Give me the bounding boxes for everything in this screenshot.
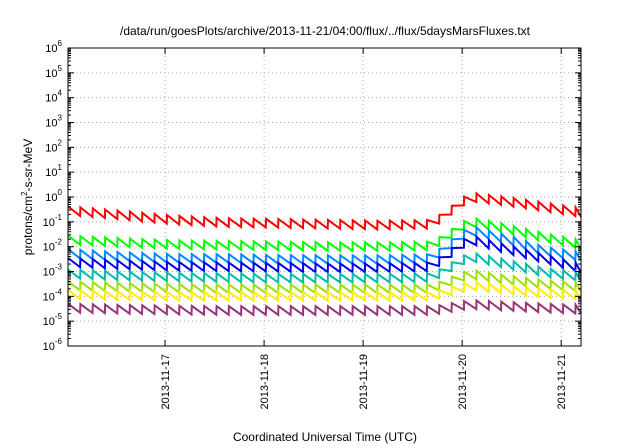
y-tick-label: 105 — [45, 64, 62, 80]
x-tick-label: 2013-11-18 — [259, 354, 271, 409]
y-axis-label-superscript: 2 — [20, 191, 29, 196]
y-tick-label: 106 — [45, 39, 62, 55]
y-tick-label: 10-2 — [43, 238, 63, 254]
y-tick-label-exponent: -5 — [55, 312, 63, 321]
series-line-2 — [67, 216, 582, 253]
x-tick-label: 2013-11-21 — [556, 354, 568, 409]
y-tick-label: 10-3 — [43, 263, 63, 279]
chart-title: /data/run/goesPlots/archive/2013-11-21/0… — [120, 24, 531, 38]
series-line-1 — [67, 191, 582, 232]
y-tick-label-exponent: 4 — [58, 89, 63, 98]
y-axis: 10-610-510-410-310-210-11001011021031041… — [43, 39, 581, 353]
y-tick-label: 10-1 — [43, 213, 63, 229]
y-tick-label-exponent: 2 — [58, 138, 63, 147]
y-tick-label-exponent: -1 — [55, 213, 63, 222]
x-tick-label: 2013-11-20 — [457, 354, 469, 409]
y-tick-label-exponent: 6 — [58, 39, 63, 48]
series-line-7 — [67, 280, 582, 303]
x-tick-label: 2013-11-17 — [160, 354, 172, 409]
y-tick-label: 101 — [45, 163, 62, 179]
y-axis-label-rest: -s-sr-MeV — [21, 139, 35, 192]
x-axis: 2013-11-17 2013-11-18 2013-11-19 2013-11-20… — [160, 48, 568, 409]
y-tick-label-base: 10 — [45, 68, 57, 80]
y-axis-label-base: protons/cm — [21, 196, 35, 255]
y-tick-label: 103 — [45, 114, 62, 130]
y-tick-label-exponent: 1 — [58, 163, 63, 172]
y-tick-label: 10-4 — [43, 287, 63, 303]
y-tick-label-base: 10 — [45, 118, 57, 130]
x-axis-label: Coordinated Universal Time (UTC) — [233, 430, 417, 444]
y-tick-label-exponent: -3 — [55, 263, 63, 272]
y-axis-label: protons/cm2-s-sr-MeV — [20, 139, 35, 255]
y-tick-label-base: 10 — [43, 242, 55, 254]
y-tick-label-base: 10 — [45, 192, 57, 204]
series-line-3 — [67, 225, 582, 266]
y-tick-label-base: 10 — [43, 267, 55, 279]
y-tick-label-exponent: -2 — [55, 238, 63, 247]
y-tick-label-base: 10 — [45, 142, 57, 154]
y-tick-label-exponent: 3 — [58, 114, 63, 123]
y-tick-label: 100 — [45, 188, 62, 204]
y-tick-label: 102 — [45, 138, 62, 154]
y-tick-label-base: 10 — [45, 43, 57, 55]
series-line-6 — [67, 268, 582, 296]
series-line-8 — [67, 298, 582, 317]
y-tick-label-base: 10 — [45, 93, 57, 105]
y-tick-label-exponent: 5 — [58, 64, 63, 73]
y-tick-label: 104 — [45, 89, 62, 105]
y-tick-label-base: 10 — [45, 167, 57, 179]
x-tick-label: 2013-11-19 — [358, 354, 370, 409]
y-tick-label-exponent: 0 — [58, 188, 63, 197]
y-tick-label-exponent: -4 — [55, 287, 63, 296]
series-layer — [67, 191, 582, 317]
y-tick-label: 10-6 — [43, 337, 63, 353]
y-tick-label-base: 10 — [43, 316, 55, 328]
series-line-5 — [67, 251, 582, 285]
y-tick-label-base: 10 — [43, 217, 55, 229]
y-tick-label-base: 10 — [43, 341, 55, 353]
y-tick-label-base: 10 — [43, 291, 55, 303]
y-tick-label: 10-5 — [43, 312, 63, 328]
y-tick-label-exponent: -6 — [55, 337, 63, 346]
series-line-4 — [67, 234, 582, 275]
